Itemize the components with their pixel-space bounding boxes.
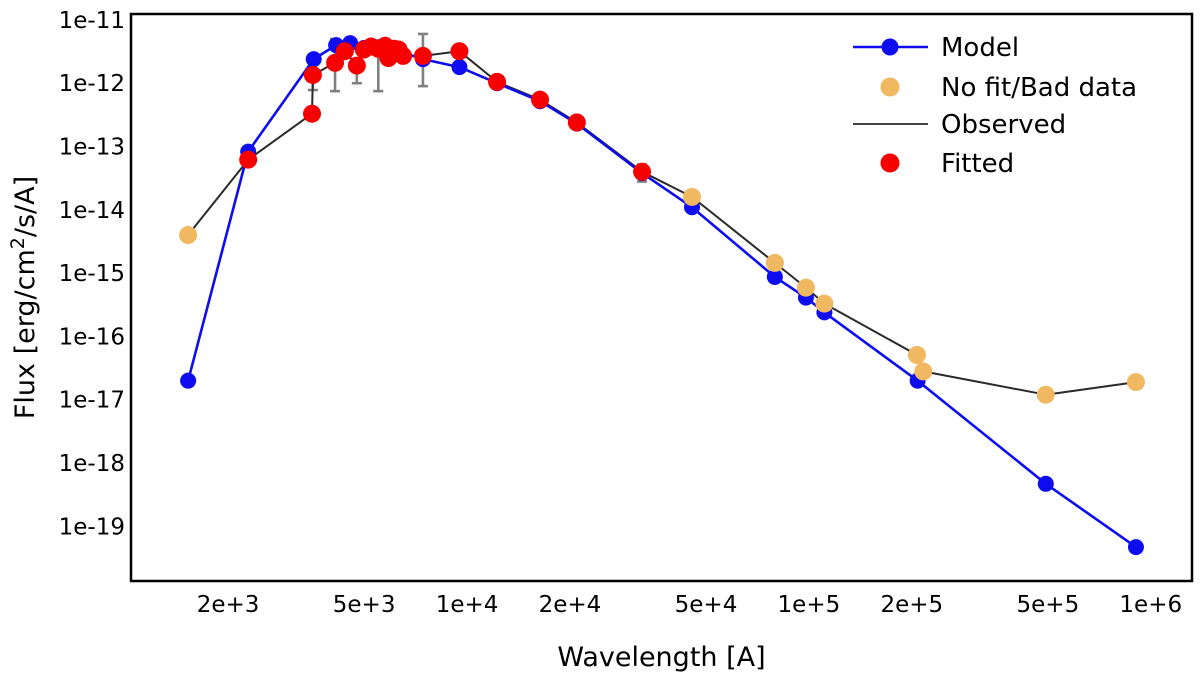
y-tick-label: 1e-16 — [59, 324, 125, 350]
y-tick-label: 1e-19 — [59, 514, 125, 540]
legend-label: No fit/Bad data — [941, 73, 1137, 103]
x-tick-label: 1e+4 — [436, 592, 499, 618]
legend-label: Observed — [941, 110, 1066, 140]
nofit-point — [1036, 385, 1055, 404]
model-point — [1127, 539, 1144, 556]
fitted-point — [347, 56, 366, 75]
x-tick-label: 5e+5 — [1017, 592, 1080, 618]
fitted-point — [567, 113, 586, 132]
x-axis-title: Wavelength [A] — [557, 642, 765, 673]
nofit-point — [914, 362, 933, 381]
legend-marker-dot — [880, 77, 900, 97]
model-point — [305, 51, 322, 68]
y-tick-label: 1e-18 — [59, 451, 125, 477]
fitted-point — [303, 104, 322, 123]
x-tick-label: 5e+4 — [675, 592, 738, 618]
nofit-point — [1126, 373, 1145, 392]
fitted-point — [488, 72, 507, 91]
y-tick-label: 1e-12 — [59, 71, 125, 97]
fitted-point — [303, 65, 322, 84]
legend-label: Fitted — [941, 149, 1014, 179]
y-tick-label: 1e-15 — [59, 261, 125, 287]
x-tick-label: 5e+3 — [333, 592, 396, 618]
x-tick-label: 1e+6 — [1119, 592, 1182, 618]
y-axis-title: Flux [erg/cm2/s/A] — [7, 176, 41, 419]
nofit-point — [765, 253, 784, 272]
y-tick-label: 1e-13 — [59, 135, 125, 161]
nofit-point — [682, 187, 701, 206]
x-tick-label: 2e+4 — [539, 592, 602, 618]
model-point — [766, 268, 783, 285]
nofit-point — [815, 294, 834, 313]
fitted-point — [335, 42, 354, 61]
legend-marker-dot — [880, 153, 900, 173]
fitted-point — [450, 42, 469, 61]
x-tick-label: 1e+5 — [778, 592, 841, 618]
fitted-point — [531, 90, 550, 109]
nofit-point — [907, 345, 926, 364]
legend-marker-dot — [881, 38, 899, 56]
model-point — [451, 59, 468, 76]
x-tick-label: 2e+3 — [197, 592, 260, 618]
fitted-point — [239, 150, 258, 169]
x-tick-label: 2e+5 — [880, 592, 943, 618]
model-point — [1037, 475, 1054, 492]
y-tick-label: 1e-11 — [59, 8, 125, 34]
y-tick-label: 1e-14 — [59, 198, 125, 224]
model-point — [180, 372, 197, 389]
fitted-point — [394, 46, 413, 65]
nofit-point — [796, 278, 815, 297]
nofit-point — [179, 226, 198, 245]
legend-label: Model — [941, 33, 1019, 63]
plot-border — [129, 12, 1194, 583]
fitted-point — [633, 162, 652, 181]
fitted-point — [413, 46, 432, 65]
y-tick-label: 1e-17 — [59, 388, 125, 414]
